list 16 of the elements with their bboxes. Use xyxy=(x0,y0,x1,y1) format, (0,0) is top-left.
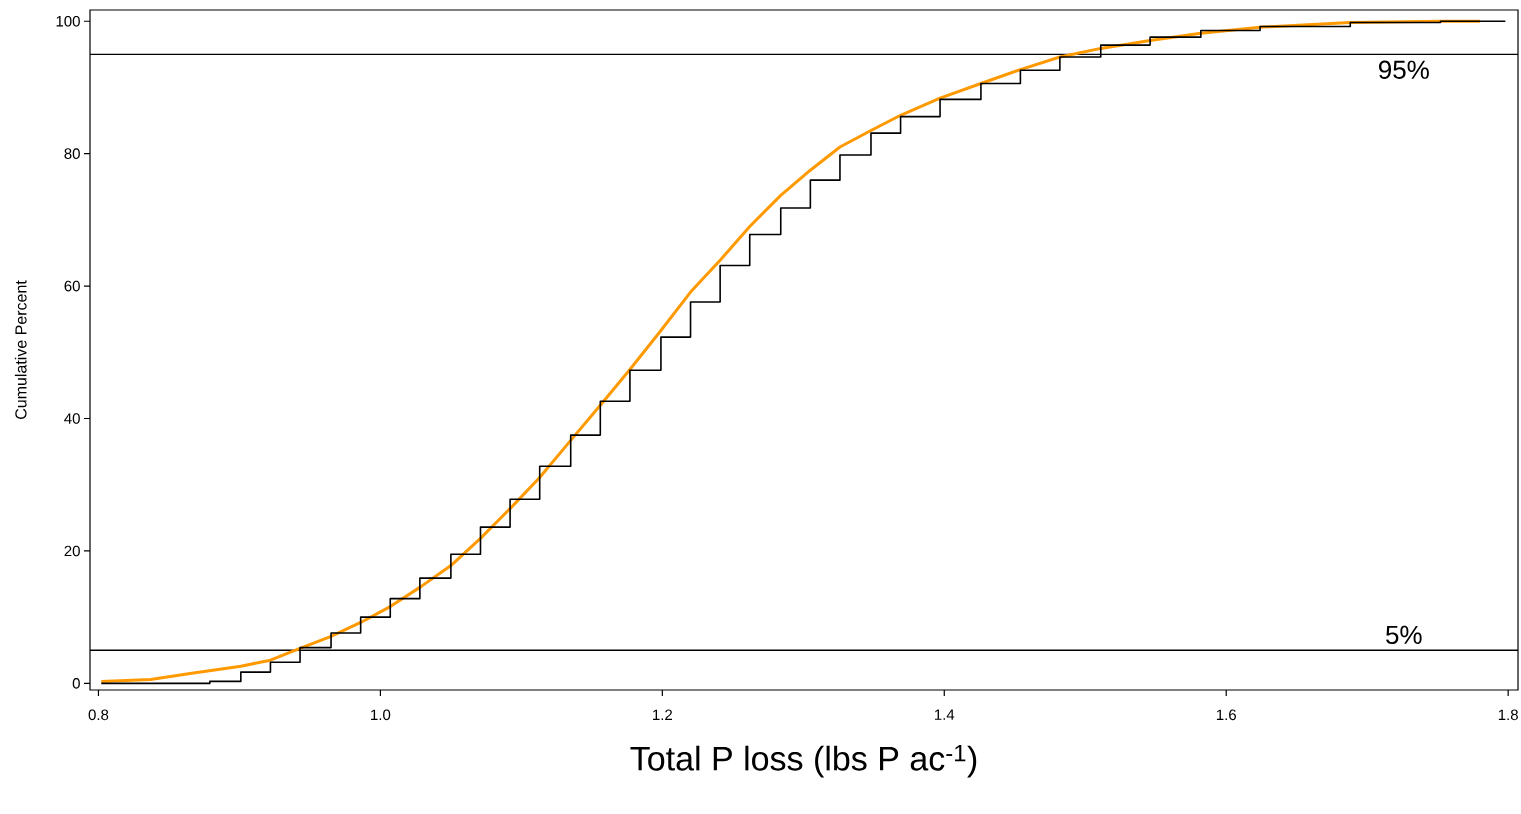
x-tick-label: 1.4 xyxy=(934,709,955,720)
y-tick-label: 80 xyxy=(64,148,80,159)
y-axis-title: Cumulative Percent xyxy=(14,280,27,419)
x-tick-label: 1.6 xyxy=(1216,709,1236,721)
ref-line-label: 95% xyxy=(1378,60,1429,79)
ref-line-label: 5% xyxy=(1386,625,1422,645)
x-tick-label: 1.0 xyxy=(371,709,391,721)
y-tick-label: 40 xyxy=(64,413,80,424)
y-tick-label: 100 xyxy=(56,15,80,27)
y-tick-label: 20 xyxy=(64,545,80,557)
x-axis-title: Total P loss (lbs P ac$^{-1}$) xyxy=(630,744,977,778)
x-tick-label: 1.2 xyxy=(653,709,673,720)
x-tick-label: 0.8 xyxy=(88,709,109,721)
y-tick-label: 0 xyxy=(72,678,80,689)
y-tick-label: 60 xyxy=(64,280,80,292)
x-tick-label: 1.8 xyxy=(1498,709,1518,721)
